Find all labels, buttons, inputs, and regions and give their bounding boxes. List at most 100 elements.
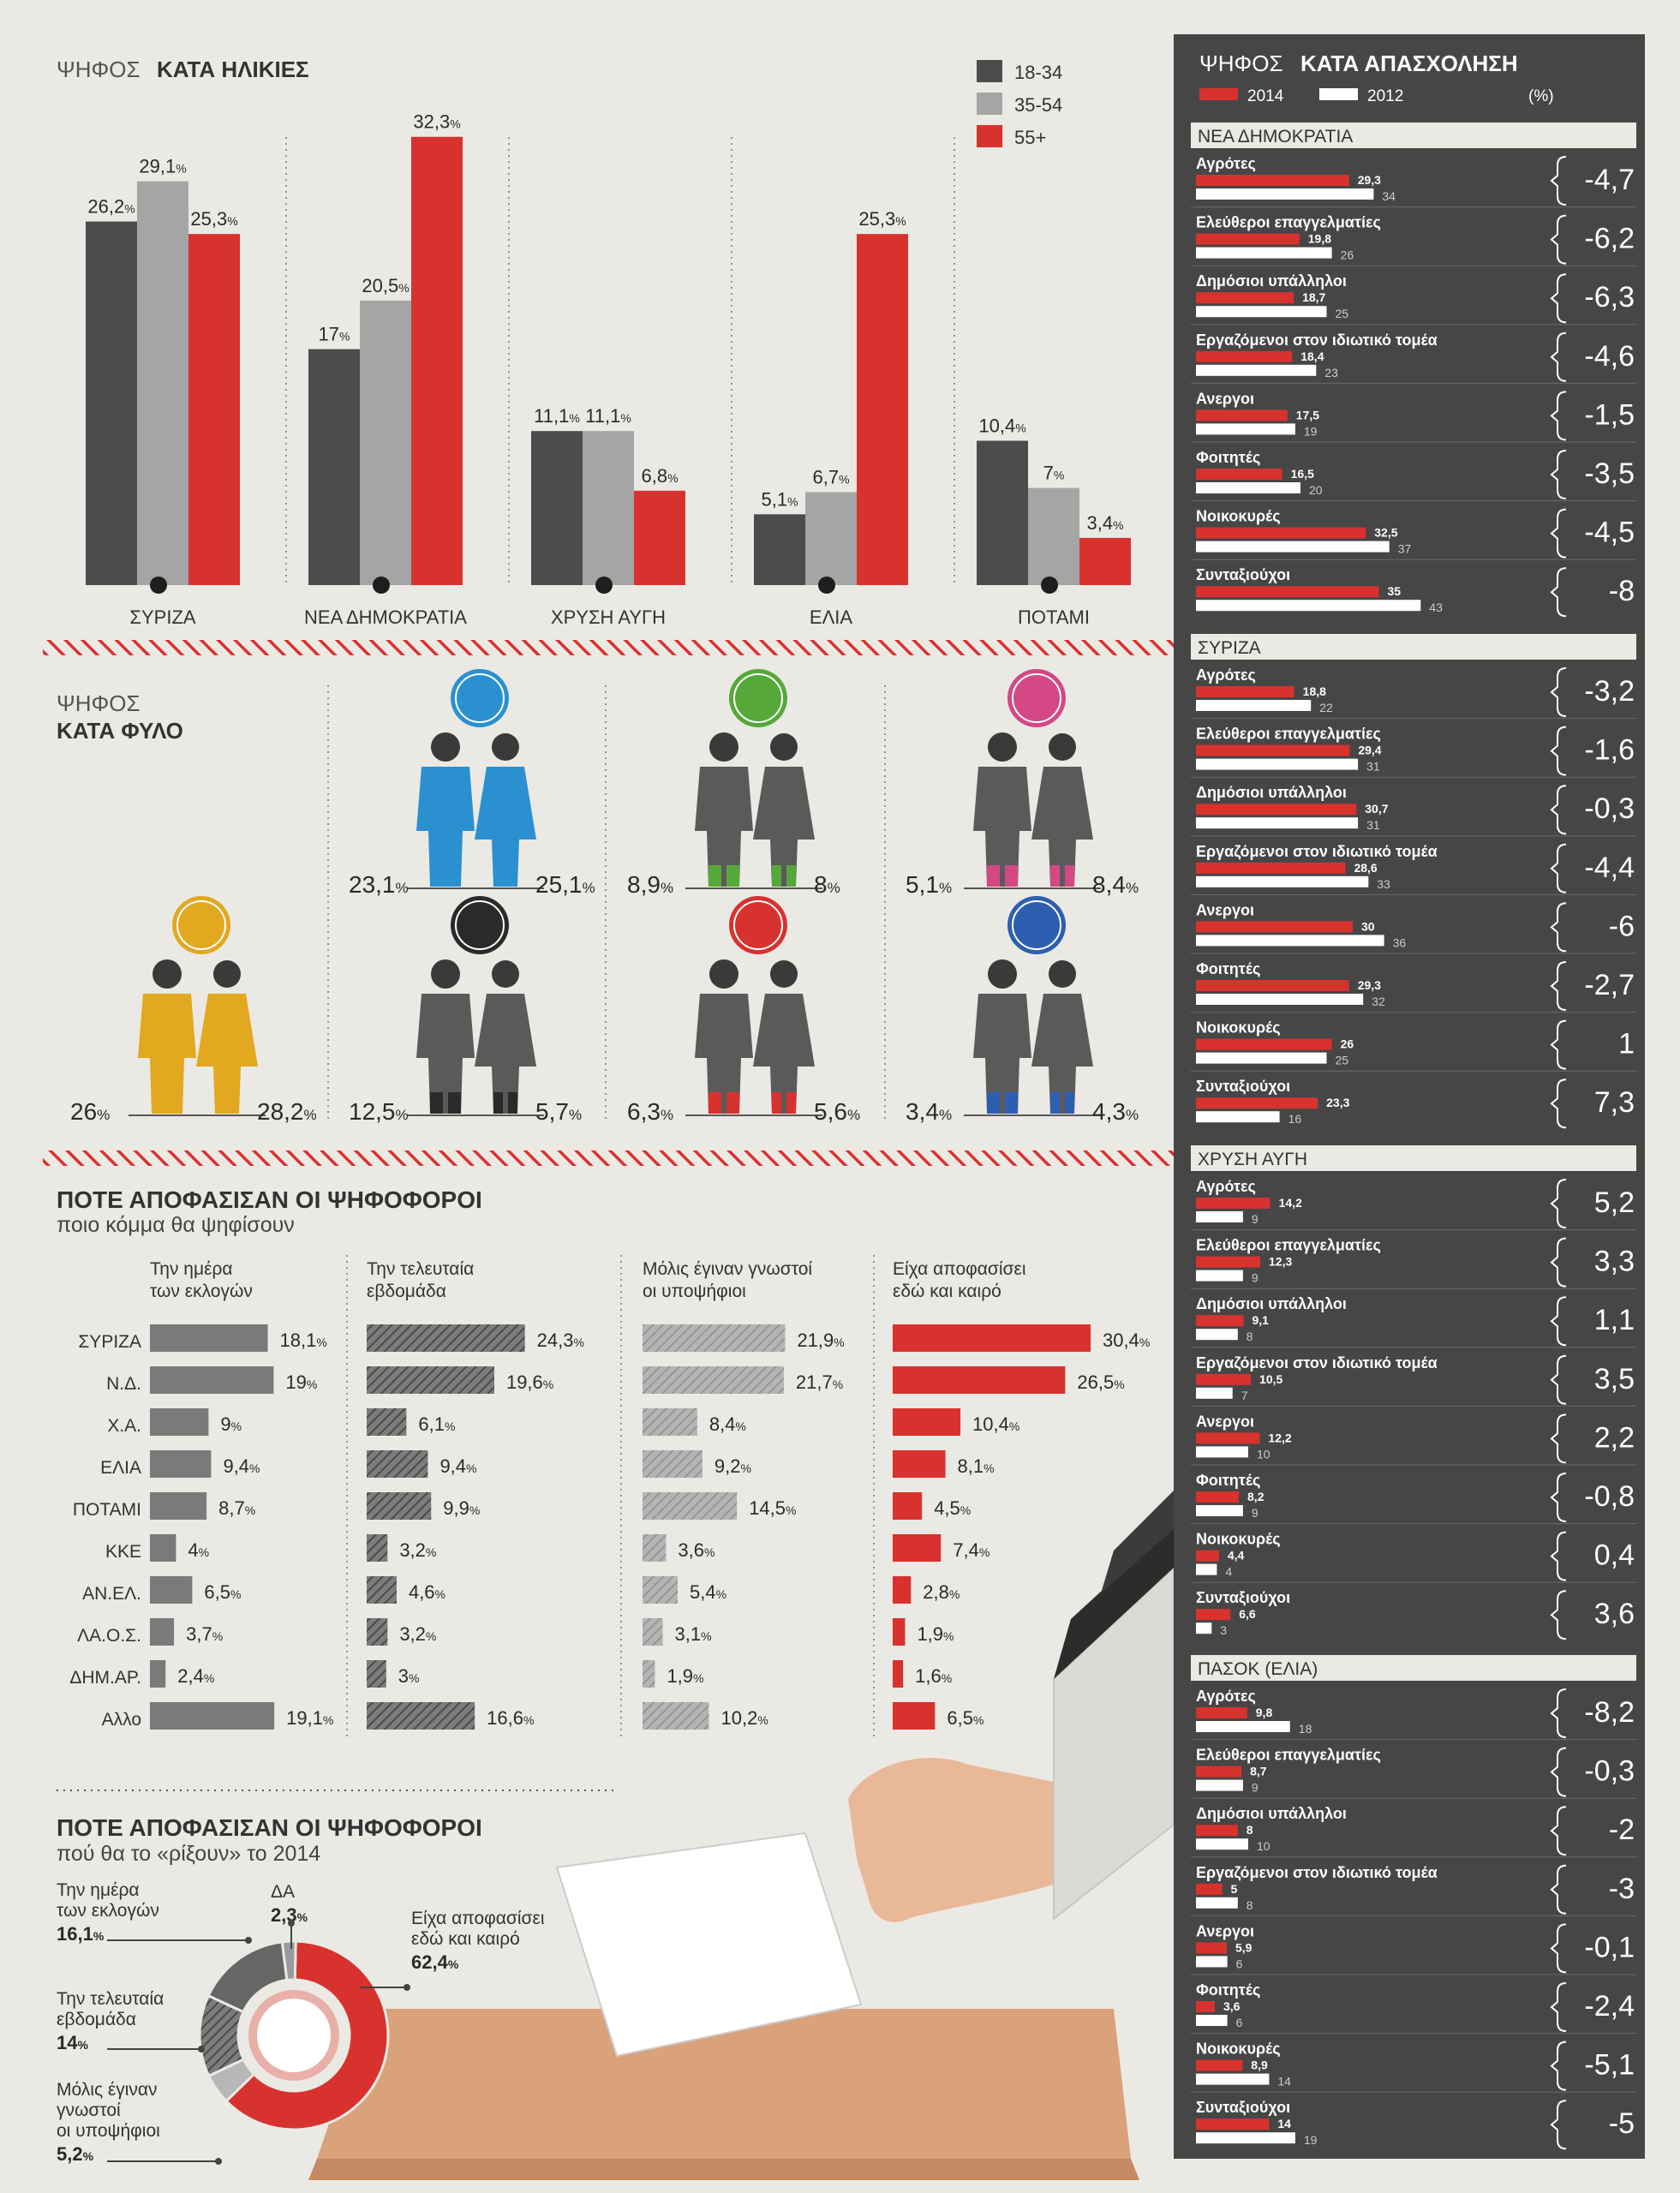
value-2014: 6,6 <box>1239 1607 1256 1621</box>
man-leg-icon <box>987 1092 1000 1114</box>
occupation-label: Συνταξιούχοι <box>1196 2099 1290 2117</box>
difference-value: -0,3 <box>1584 1755 1635 1788</box>
party-logo-icon <box>729 896 787 954</box>
value-2012: 16 <box>1288 1112 1302 1126</box>
brace-icon <box>1550 1237 1567 1288</box>
party-label: ΣΥΡΙΖΑ <box>78 1332 141 1352</box>
value-2012: 34 <box>1382 189 1396 203</box>
bar-2012 <box>1196 1505 1243 1516</box>
woman-leg-icon <box>508 865 517 887</box>
bar-2014 <box>1196 744 1350 756</box>
party-label: ΚΚΕ <box>105 1542 141 1562</box>
decision-value-label: 1,9% <box>667 1665 703 1687</box>
party-logo-icon <box>172 896 230 954</box>
difference-value: 2,2 <box>1594 1421 1635 1454</box>
occupation-label: Νοικοκυρές <box>1196 1531 1281 1548</box>
difference-value: 1,1 <box>1594 1304 1635 1336</box>
women-value-label: 28,2% <box>257 1098 317 1125</box>
value-2012: 6 <box>1236 2016 1243 2029</box>
value-2012: 3 <box>1220 1623 1227 1637</box>
bar-2012 <box>1196 875 1369 887</box>
woman-body-icon <box>196 994 258 1114</box>
donut-label-text: οι υποψήφιοι <box>57 2121 160 2141</box>
value-2012: 37 <box>1398 542 1412 556</box>
bar-2014 <box>1196 1825 1238 1837</box>
occupation-title-bold: ΚΑΤΑ ΑΠΑΣΧΟΛΗΣΗ <box>1300 51 1518 76</box>
occupation-label: Ελεύθεροι επαγγελματίες <box>1196 214 1381 231</box>
age-category-label: ΝΕΑ ΔΗΜΟΚΡΑΤΙΑ <box>304 607 467 628</box>
age-legend: 18-34 35-54 55+ <box>977 60 1062 148</box>
brace-icon <box>1550 391 1567 441</box>
value-2012: 18 <box>1299 1722 1312 1736</box>
brace-icon <box>1550 450 1567 499</box>
party-label: ΔΗΜ.ΑΡ. <box>69 1668 141 1688</box>
age-title-bold: ΚΑΤΑ ΗΛΙΚΙΕΣ <box>157 57 309 82</box>
value-2014: 14,2 <box>1279 1196 1302 1210</box>
value-2014: 32,5 <box>1374 526 1397 540</box>
decision-bar <box>150 1408 209 1436</box>
value-2012: 8 <box>1247 1898 1253 1912</box>
man-leg-icon <box>448 1092 461 1114</box>
woman-head-icon <box>770 733 798 761</box>
brace-icon <box>1550 332 1567 382</box>
value-2012: 26 <box>1341 248 1354 262</box>
value-2012: 14 <box>1277 2075 1291 2088</box>
decision-bar <box>367 1492 432 1520</box>
woman-head-icon <box>492 733 519 761</box>
bar-2012 <box>1196 700 1312 711</box>
value-2012: 36 <box>1393 935 1407 949</box>
donut-title: ΠΟΤΕ ΑΠΟΦΑΣΙΣΑΝ ΟΙ ΨΗΦΟΦΟΡΟΙ <box>57 1814 482 1841</box>
decision-value-label: 2,4% <box>177 1665 214 1687</box>
party-label: ΠΟΤΑΜΙ <box>73 1500 141 1520</box>
woman-leg-icon <box>786 865 796 887</box>
bar-2012 <box>1196 423 1295 435</box>
bar-2014 <box>1196 175 1349 186</box>
legend-label-1: 35-54 <box>1014 94 1062 116</box>
brace-icon <box>1550 273 1567 324</box>
age-value-label: 32,3% <box>413 111 460 133</box>
bar-2012 <box>1196 1446 1248 1458</box>
bar-2014 <box>1196 1315 1244 1327</box>
decision-value-label: 7,4% <box>953 1539 989 1561</box>
value-2014: 10,5 <box>1259 1372 1282 1386</box>
bar-2014 <box>1196 921 1353 933</box>
value-2014: 18,8 <box>1303 684 1326 698</box>
bar-2012 <box>1196 482 1300 493</box>
bar-2014 <box>1196 1707 1247 1718</box>
woman-leg-icon <box>1065 865 1074 887</box>
brace-icon <box>1550 726 1567 776</box>
man-head-icon <box>152 959 182 989</box>
column-header: των εκλογών <box>150 1282 253 1301</box>
decision-bar <box>643 1324 786 1352</box>
decision-value-label: 18,1% <box>280 1330 327 1351</box>
bar-2014 <box>1196 350 1293 362</box>
donut-label-text: εδώ και καιρό <box>411 1929 520 1949</box>
bar-2014 <box>1196 586 1379 598</box>
donut-label-text: γνωστοί <box>57 2100 121 2120</box>
decision-bar <box>150 1618 175 1646</box>
occupation-label: Αγρότες <box>1196 666 1256 684</box>
brace-icon <box>1550 508 1567 559</box>
age-category-label: ΧΡΥΣΗ ΑΥΓΗ <box>551 607 666 628</box>
difference-value: 1 <box>1618 1028 1635 1061</box>
decision-bar <box>893 1324 1091 1352</box>
gender-chart: 26% 28,2% 23,1% 25,1% 8,9% 8% 5,1% 8,4% 12,5% 5,7… <box>70 669 1139 1125</box>
age-bar <box>754 514 805 585</box>
brace-icon <box>1550 843 1567 893</box>
group-marker <box>595 577 613 594</box>
occupation-label: Φοιτητές <box>1196 1981 1260 1999</box>
decision-value-label: 30,4% <box>1103 1330 1150 1351</box>
bar-2014 <box>1196 527 1366 539</box>
man-body-icon <box>695 994 753 1114</box>
occupation-label: Αγρότες <box>1196 1178 1256 1195</box>
decision-value-label: 10,2% <box>721 1707 768 1729</box>
decision-value-label: 4,6% <box>409 1581 445 1603</box>
bar-2012 <box>1196 1897 1238 1909</box>
party-label: ΛΑ.Ο.Σ. <box>77 1626 141 1646</box>
man-head-icon <box>431 732 460 762</box>
bar-2014 <box>1196 980 1349 991</box>
brace-icon <box>1550 156 1567 206</box>
difference-value: -0,3 <box>1584 792 1635 825</box>
difference-value: -4,7 <box>1584 164 1635 196</box>
donut-subtitle: πού θα το «ρίξουν» το 2014 <box>57 1842 320 1866</box>
